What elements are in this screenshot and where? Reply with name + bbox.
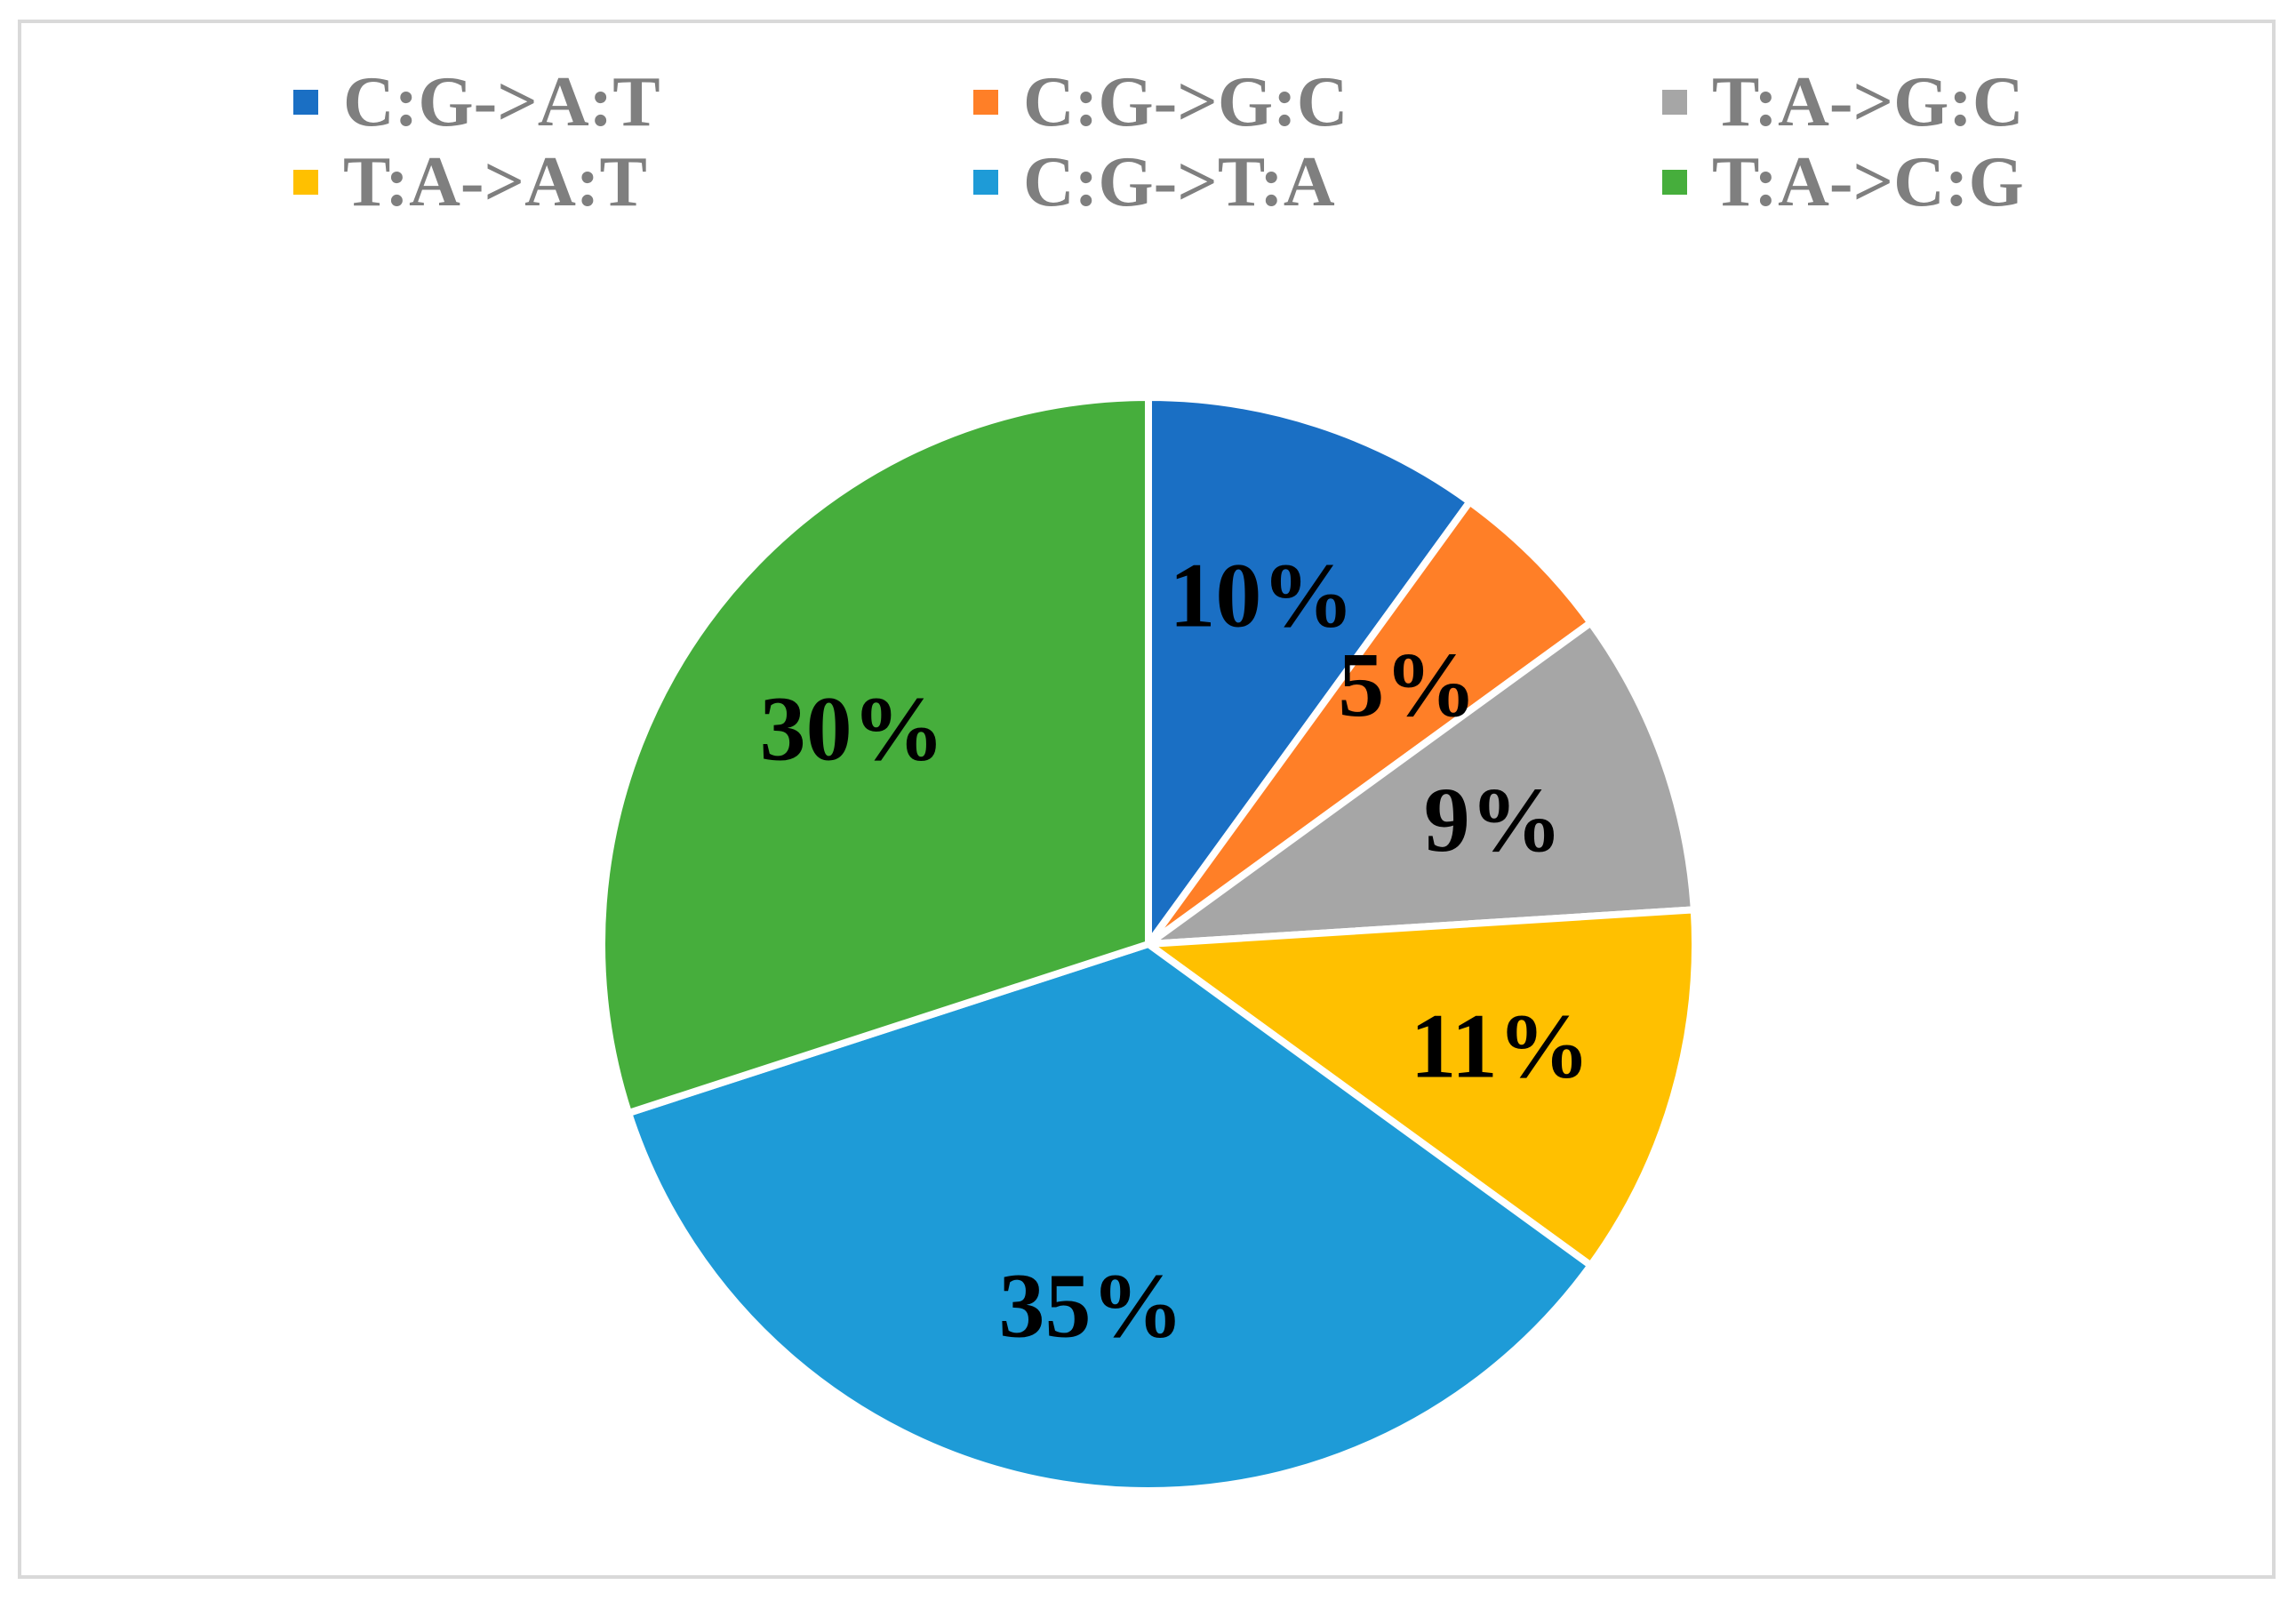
pie-slice-t-a-g-c — [1145, 619, 1698, 948]
legend-swatch-c-g-t-a — [973, 170, 998, 195]
legend-label-t-a-a-t: T:A->A:T — [343, 143, 647, 221]
legend-swatch-t-a-c-g — [1662, 170, 1687, 195]
data-label-c-g-a-t: 10% — [1169, 545, 1354, 647]
legend-swatch-t-a-a-t — [293, 170, 318, 195]
data-label-t-a-g-c: 9% — [1424, 769, 1563, 871]
data-label-t-a-a-t: 11% — [1411, 995, 1590, 1097]
pie-slice-t-a-a-t — [1145, 906, 1700, 1269]
legend-item-c-g-g-c: C:G->G:C — [973, 63, 1348, 141]
legend-item-c-g-a-t: C:G->A:T — [293, 63, 660, 141]
legend-item-c-g-t-a: C:G->T:A — [973, 143, 1335, 221]
pie-slice-c-g-a-t — [1145, 394, 1474, 948]
pie-slice-c-g-t-a — [625, 941, 1595, 1494]
legend-label-c-g-g-c: C:G->G:C — [1023, 63, 1348, 141]
data-label-t-a-c-g: 30% — [760, 677, 945, 780]
legend-item-t-a-c-g: T:A->C:G — [1662, 143, 2024, 221]
legend-swatch-c-g-a-t — [293, 90, 318, 115]
pie-slice-t-a-c-g — [598, 394, 1152, 1117]
legend-item-t-a-g-c: T:A->G:C — [1662, 63, 2024, 141]
data-labels: 10%5% 9% 11% 35% 30% — [760, 545, 1590, 1357]
legend-item-t-a-a-t: T:A->A:T — [293, 143, 647, 221]
legend-swatch-c-g-g-c — [973, 90, 998, 115]
data-label-c-g-t-a: 35% — [999, 1254, 1184, 1357]
legend: C:G->A:T C:G->G:C T:A->G:C T:A->A:T C:G->T:A… — [293, 63, 2024, 221]
legend-swatch-t-a-g-c — [1662, 90, 1687, 115]
legend-label-t-a-g-c: T:A->G:C — [1712, 63, 2024, 141]
data-label-c-g-g-c: 5% — [1338, 634, 1476, 736]
legend-label-c-g-a-t: C:G->A:T — [343, 63, 660, 141]
legend-label-t-a-c-g: T:A->C:G — [1712, 143, 2024, 221]
legend-label-c-g-t-a: C:G->T:A — [1023, 143, 1335, 221]
pie-slices — [598, 394, 1700, 1494]
pie-slice-c-g-g-c — [1145, 498, 1595, 948]
